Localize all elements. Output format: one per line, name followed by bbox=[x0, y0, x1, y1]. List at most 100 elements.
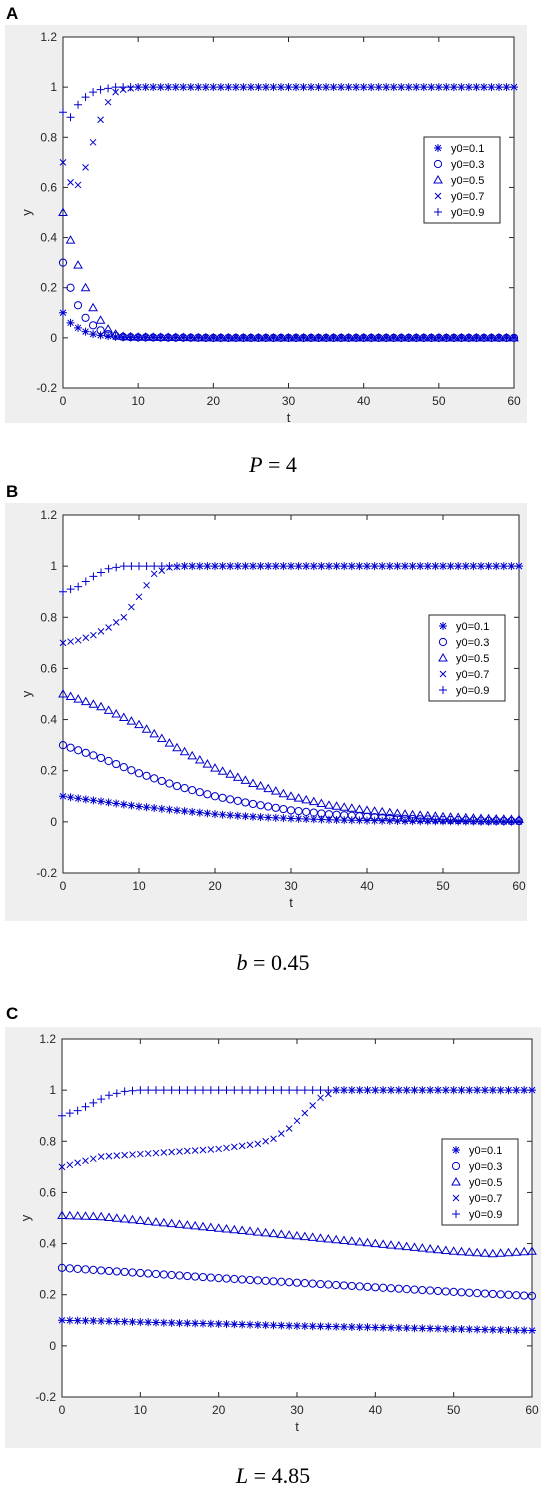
data-point bbox=[355, 562, 364, 571]
y-tick-label: 0.8 bbox=[40, 130, 57, 144]
data-point bbox=[300, 1322, 309, 1331]
data-point bbox=[439, 562, 447, 571]
data-point bbox=[430, 811, 441, 820]
data-point bbox=[112, 563, 121, 572]
data-point bbox=[483, 813, 494, 823]
data-point bbox=[496, 1290, 505, 1299]
data-point bbox=[237, 1225, 248, 1235]
data-point bbox=[527, 1291, 537, 1301]
data-point bbox=[299, 1231, 310, 1241]
data-point bbox=[418, 1086, 427, 1095]
data-point bbox=[241, 812, 250, 821]
data-point bbox=[479, 332, 489, 342]
data-point bbox=[144, 1269, 153, 1278]
data-point bbox=[230, 1086, 239, 1095]
legend-label: y0=0.3 bbox=[469, 1161, 502, 1173]
data-point bbox=[374, 83, 383, 92]
y-tick-label: -0.2 bbox=[35, 1390, 56, 1404]
data-point bbox=[337, 83, 346, 92]
data-point bbox=[448, 1246, 459, 1255]
data-point bbox=[201, 333, 210, 342]
data-point bbox=[136, 1318, 145, 1327]
data-point bbox=[105, 624, 112, 631]
data-point bbox=[324, 1280, 333, 1289]
y-tick-label: 1 bbox=[49, 1083, 56, 1097]
x-tick-label: 60 bbox=[525, 1403, 539, 1417]
data-point bbox=[89, 88, 98, 97]
data-point bbox=[292, 1230, 302, 1240]
data-point bbox=[396, 332, 407, 342]
panel-c-figure: 0 10 20 30 40 50 60 -0.2 0 0.2 0.4 0.6 0.8 1 1.2 t y y0=0… bbox=[5, 1027, 541, 1448]
data-point bbox=[440, 1245, 451, 1254]
legend-label: y0=0.7 bbox=[451, 191, 484, 203]
data-point bbox=[82, 1157, 89, 1165]
data-point bbox=[210, 763, 220, 772]
data-point bbox=[279, 814, 288, 823]
data-point bbox=[519, 1246, 530, 1256]
x-tick-label: 60 bbox=[512, 879, 526, 893]
data-point bbox=[520, 1086, 529, 1095]
data-point bbox=[97, 797, 105, 806]
legend: y0=0.1 y0=0.3 y0=0.5 y0=0.7 y0=0.9 bbox=[441, 1138, 519, 1226]
data-point bbox=[205, 1222, 216, 1231]
data-point bbox=[74, 794, 83, 803]
data-point bbox=[90, 631, 97, 639]
data-point bbox=[449, 83, 458, 92]
data-point bbox=[174, 1219, 185, 1228]
data-point bbox=[262, 1137, 270, 1145]
data-point bbox=[332, 1322, 341, 1331]
data-point bbox=[144, 1150, 152, 1157]
data-point bbox=[59, 308, 67, 317]
data-point bbox=[373, 332, 384, 342]
data-point bbox=[97, 116, 104, 124]
x-tick-label: 20 bbox=[208, 879, 222, 893]
data-point bbox=[65, 1109, 74, 1118]
data-point bbox=[321, 332, 331, 342]
data-point bbox=[302, 562, 311, 571]
data-point bbox=[286, 791, 296, 800]
data-point bbox=[96, 331, 105, 340]
data-point bbox=[369, 806, 380, 815]
data-point bbox=[215, 332, 226, 342]
y-tick-label: 0.6 bbox=[39, 1185, 56, 1199]
data-point bbox=[269, 1086, 278, 1095]
x-tick-label: 0 bbox=[60, 879, 67, 893]
legend-label: y0=0.1 bbox=[469, 1145, 502, 1157]
data-point bbox=[411, 332, 422, 342]
data-point bbox=[89, 751, 98, 760]
data-point bbox=[422, 810, 433, 820]
panel-c-letter: C bbox=[6, 1004, 19, 1023]
data-point bbox=[165, 805, 174, 814]
panel-b-caption-eq: = 0.45 bbox=[247, 950, 310, 975]
data-point bbox=[408, 562, 417, 571]
data-point bbox=[135, 1215, 146, 1225]
data-point bbox=[135, 562, 143, 571]
data-point bbox=[241, 562, 250, 571]
data-point bbox=[504, 1326, 513, 1335]
data-point bbox=[104, 564, 113, 573]
data-point bbox=[449, 1086, 458, 1095]
data-point bbox=[278, 788, 289, 798]
data-point bbox=[379, 1323, 388, 1332]
data-point bbox=[97, 627, 105, 635]
data-point bbox=[499, 562, 508, 571]
data-point bbox=[164, 333, 173, 342]
data-point bbox=[194, 83, 203, 92]
x-axis-label: t bbox=[289, 895, 293, 910]
data-point bbox=[293, 1086, 301, 1095]
data-point bbox=[264, 813, 273, 822]
data-point bbox=[89, 572, 98, 581]
data-point bbox=[419, 83, 428, 92]
y-tick-label: 0.8 bbox=[40, 610, 57, 624]
data-point bbox=[441, 1287, 450, 1296]
data-point bbox=[203, 809, 212, 818]
data-point bbox=[285, 1125, 293, 1132]
data-point bbox=[324, 800, 334, 809]
data-point bbox=[59, 587, 67, 596]
data-point bbox=[104, 329, 113, 339]
data-point bbox=[387, 1323, 395, 1332]
data-point bbox=[125, 331, 136, 341]
data-point bbox=[223, 332, 234, 342]
data-point bbox=[105, 1317, 113, 1326]
data-point bbox=[472, 333, 481, 342]
